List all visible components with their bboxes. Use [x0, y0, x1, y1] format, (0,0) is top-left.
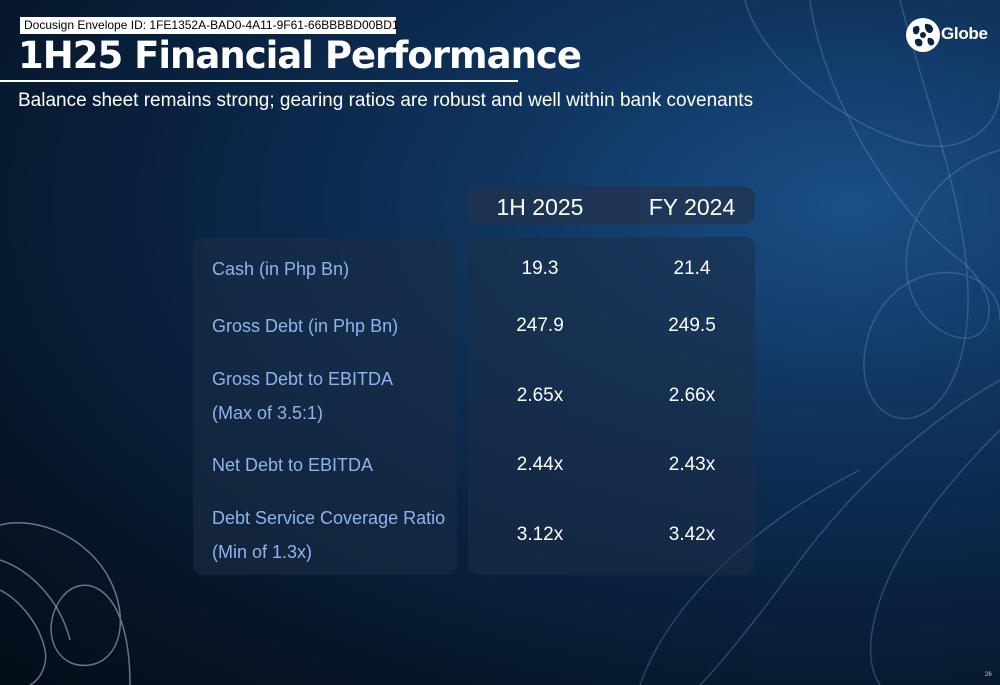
- column-header-fy2024: FY 2024: [648, 194, 736, 220]
- row-label-net-debt-ebitda: Net Debt to EBITDA: [212, 455, 374, 475]
- globe-logo-text: Globe: [941, 24, 988, 43]
- envelope-id-banner: Docusign Envelope ID: 1FE1352A-BAD0-4A11…: [20, 17, 399, 34]
- value-cash-1h2025: 19.3: [521, 258, 559, 279]
- page-title: 1H25 Financial Performance: [18, 34, 582, 77]
- value-gross-debt-1h2025: 247.9: [516, 315, 564, 336]
- title-underline: [0, 80, 518, 82]
- value-net-debt-ebitda-1h2025: 2.44x: [516, 454, 564, 475]
- row-label-dscr: Debt Service Coverage Ratio: [212, 508, 446, 528]
- row-label-panel: [193, 237, 457, 575]
- value-dscr-fy2024: 3.42x: [668, 524, 716, 545]
- page-subtitle: Balance sheet remains strong; gearing ra…: [18, 90, 754, 111]
- value-gross-debt-ebitda-1h2025: 2.65x: [516, 385, 564, 406]
- row-label-gross-debt: Gross Debt (in Php Bn): [212, 316, 399, 336]
- column-header-1h2025: 1H 2025: [496, 194, 584, 220]
- value-net-debt-ebitda-fy2024: 2.43x: [668, 454, 716, 475]
- value-gross-debt-fy2024: 249.5: [668, 315, 716, 336]
- value-dscr-1h2025: 3.12x: [516, 524, 564, 545]
- row-note-gross-debt-ebitda: (Max of 3.5:1): [212, 403, 324, 423]
- row-label-gross-debt-ebitda: Gross Debt to EBITDA: [212, 369, 394, 389]
- row-label-cash: Cash (in Php Bn): [212, 259, 350, 279]
- value-panel: [468, 237, 755, 575]
- column-header-panel: [468, 187, 755, 224]
- value-gross-debt-ebitda-fy2024: 2.66x: [668, 385, 716, 406]
- row-note-dscr: (Min of 1.3x): [212, 542, 313, 562]
- page-number: 26: [985, 672, 992, 678]
- value-cash-fy2024: 21.4: [673, 258, 711, 279]
- globe-logo-icon: [906, 18, 940, 52]
